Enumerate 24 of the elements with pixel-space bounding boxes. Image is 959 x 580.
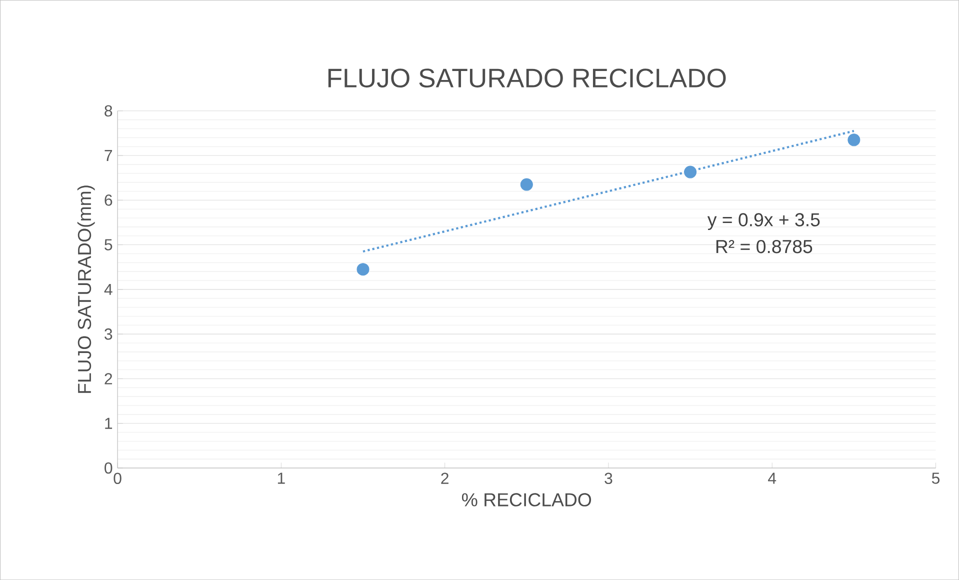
y-axis-title: FLUJO SATURADO(mm) [77, 185, 95, 393]
y-tick-label: 2 [104, 373, 112, 384]
x-tick-label: 1 [278, 472, 285, 484]
y-tick-label: 0 [104, 462, 112, 474]
x-tick-label: 0 [114, 472, 122, 484]
y-tick-label: 4 [104, 284, 112, 295]
x-tick-label: 5 [932, 472, 940, 484]
annotation: R² = 0.8785 [716, 240, 812, 254]
x-tick-label: 2 [441, 472, 448, 484]
y-tick-label: 1 [105, 418, 112, 429]
x-tick-label: 3 [604, 472, 612, 484]
chart-title: FLUJO SATURADO RECICLADO [328, 68, 726, 88]
y-tick-label: 8 [104, 105, 112, 116]
y-tick-label: 7 [104, 150, 112, 161]
y-tick-label: 5 [104, 239, 112, 250]
point [848, 134, 860, 146]
y-tick-label: 6 [104, 194, 112, 206]
annotation: y = 0.9x + 3.5 [707, 213, 820, 230]
y-tick-label: 3 [104, 328, 112, 340]
x-tick-label: 4 [768, 472, 776, 484]
point [356, 262, 370, 276]
point [684, 166, 697, 178]
point [520, 178, 533, 191]
x-axis-title: % RECICLADO [462, 493, 592, 506]
